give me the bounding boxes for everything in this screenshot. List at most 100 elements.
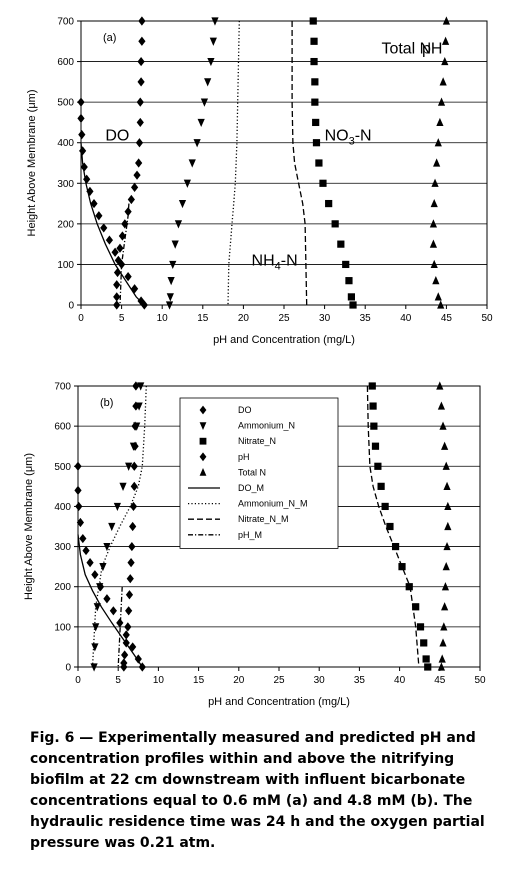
series-ph [113,16,146,310]
legend-label-do-m: DO_M [238,483,264,493]
data-point-ph [130,182,139,192]
data-point-ph [136,97,144,107]
data-point-total-n [436,381,444,390]
data-point-nh4-n [183,179,191,188]
data-point-ph [121,219,129,229]
data-point-do [134,654,142,664]
data-point-no3-n [331,220,339,228]
annotation-text: pH [422,40,442,57]
data-point-total-n [442,461,450,470]
x-tick-label: 35 [360,313,372,324]
data-point-do [90,198,98,209]
data-point-no3-n [349,301,357,309]
data-point-ammonium-n [103,542,111,552]
data-point-ph [116,243,124,253]
annotation-subscript: 3 [349,136,355,148]
legend-marker-total-n [199,468,207,476]
data-point-nitrate-n [374,462,382,470]
data-point-ph [128,541,136,552]
annotation-text: Total N [381,40,431,57]
data-point-ph [127,558,135,568]
legend-marker-ammonium-n [199,422,207,430]
data-point-total-n [440,622,448,631]
data-point-do [122,630,130,640]
data-point-total-n [444,501,452,511]
annotation-subscript: 4 [275,261,281,273]
data-point-no3-n [310,57,318,66]
data-point-ammonium-n [119,482,127,491]
data-point-nh4-n [171,240,179,249]
x-tick-label: 10 [153,675,165,686]
data-point-do [86,186,94,196]
x-axis-label: pH and Concentration (mg/L) [213,334,355,346]
data-point-nitrate-n [377,482,385,490]
data-point-total-n [434,138,442,147]
data-point-ammonium-n [96,583,104,592]
y-tick-label: 700 [54,382,71,393]
data-point-total-n [444,521,452,531]
series-line-do-m [77,534,143,668]
legend-label-nitrate-n-m: Nitrate_N_M [238,514,289,524]
data-point-nh4-n [169,260,177,270]
data-point-ph [118,231,127,241]
data-point-do [77,97,85,107]
data-point-nh4-n [204,78,212,87]
data-point-do [95,211,103,221]
data-point-ph [113,267,122,278]
data-point-ammonium-n [92,623,100,632]
series-line-ammonium-n-m [227,20,240,306]
x-tick-label: 0 [75,675,81,686]
data-point-nh4-n [165,301,174,310]
data-point-total-n [443,541,451,551]
annotation-tail: -N [281,253,298,270]
y-tick-label: 100 [57,260,74,271]
legend-label-ph: pH [238,452,250,462]
data-point-nitrate-n [371,442,380,450]
data-point-nitrate-n [391,542,400,551]
y-tick-label: 400 [57,138,74,149]
data-point-ph [122,638,130,648]
annotation-tail: -N [355,128,372,145]
data-point-ph [131,441,139,451]
data-point-nitrate-n [368,382,376,390]
data-point-ph [127,194,135,205]
series-nitrate-n [368,382,432,671]
data-point-ph [135,138,144,148]
annotation-total-n: Total N [381,40,431,57]
data-point-ammonium-n [90,663,98,672]
data-point-no3-n [310,37,318,45]
data-point-ph [113,300,121,310]
data-point-total-n [441,36,450,45]
figure-caption: Fig. 6 — Experimentally measured and pre… [30,730,485,851]
annotation-ph: pH [422,40,442,57]
legend-label-nitrate-n: Nitrate_N [238,436,276,446]
data-point-no3-n [337,240,345,248]
data-point-nitrate-n [386,522,394,531]
data-point-no3-n [311,78,319,86]
data-point-total-n [438,654,446,663]
data-point-ph [113,292,121,302]
data-point-ph [121,650,129,660]
series-no3-n [309,17,357,309]
data-point-do [130,284,139,294]
panel-label: (b) [100,397,113,409]
data-point-nitrate-n [422,655,430,663]
data-point-do [116,618,124,628]
series-ph [120,381,140,672]
data-point-do [83,174,91,184]
data-point-no3-n [312,139,321,147]
data-point-total-n [431,178,439,187]
series-nh4-n [165,17,219,310]
legend-marker-ph [199,452,207,462]
y-tick-label: 300 [54,542,71,553]
annotation-text: DO [105,128,129,145]
legend-label-ammonium-n: Ammonium_N [238,421,295,431]
data-point-total-n [437,300,445,309]
data-point-ammonium-n [93,603,101,612]
data-point-nh4-n [188,159,196,168]
data-point-do [76,517,85,528]
y-axis-label: Height Above Membrane (μm) [23,453,35,600]
data-point-nitrate-n [398,563,406,571]
data-point-do [138,662,146,672]
